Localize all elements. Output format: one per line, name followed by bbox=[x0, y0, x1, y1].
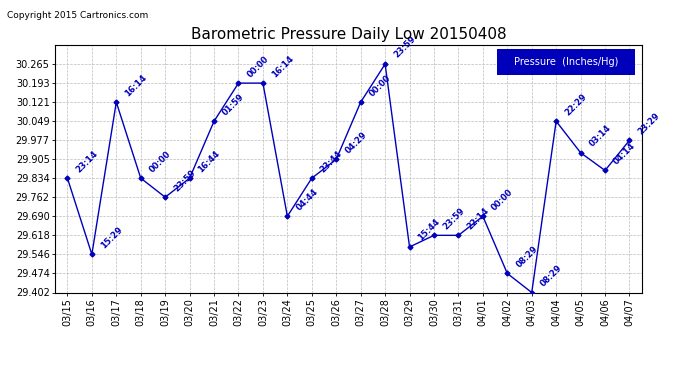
Text: 22:14: 22:14 bbox=[465, 206, 491, 231]
Text: 03:14: 03:14 bbox=[588, 123, 613, 148]
Text: 00:00: 00:00 bbox=[148, 149, 172, 174]
Text: 23:59: 23:59 bbox=[392, 35, 417, 60]
Text: 15:29: 15:29 bbox=[99, 225, 124, 250]
Text: 15:44: 15:44 bbox=[417, 217, 442, 243]
Text: 00:00: 00:00 bbox=[490, 187, 515, 212]
Text: 16:14: 16:14 bbox=[270, 54, 295, 79]
Text: 16:44: 16:44 bbox=[197, 148, 222, 174]
Text: 08:29: 08:29 bbox=[514, 244, 540, 269]
Text: 04:14: 04:14 bbox=[612, 141, 638, 166]
Text: 16:14: 16:14 bbox=[124, 73, 148, 98]
Text: 08:29: 08:29 bbox=[539, 263, 564, 288]
Text: 23:14: 23:14 bbox=[75, 149, 99, 174]
Text: 04:29: 04:29 bbox=[343, 130, 368, 155]
Text: 23:29: 23:29 bbox=[636, 111, 662, 136]
Text: 00:00: 00:00 bbox=[368, 73, 393, 98]
Text: 23:59: 23:59 bbox=[441, 206, 466, 231]
Text: 23:59: 23:59 bbox=[172, 168, 197, 193]
Text: 01:59: 01:59 bbox=[221, 92, 246, 117]
Text: 00:00: 00:00 bbox=[246, 54, 270, 79]
Text: Pressure  (Inches/Hg): Pressure (Inches/Hg) bbox=[513, 57, 618, 67]
Text: Copyright 2015 Cartronics.com: Copyright 2015 Cartronics.com bbox=[7, 11, 148, 20]
Title: Barometric Pressure Daily Low 20150408: Barometric Pressure Daily Low 20150408 bbox=[190, 27, 506, 42]
Text: 23:44: 23:44 bbox=[319, 149, 344, 174]
Text: 22:29: 22:29 bbox=[563, 92, 589, 117]
Text: 04:44: 04:44 bbox=[295, 187, 319, 212]
